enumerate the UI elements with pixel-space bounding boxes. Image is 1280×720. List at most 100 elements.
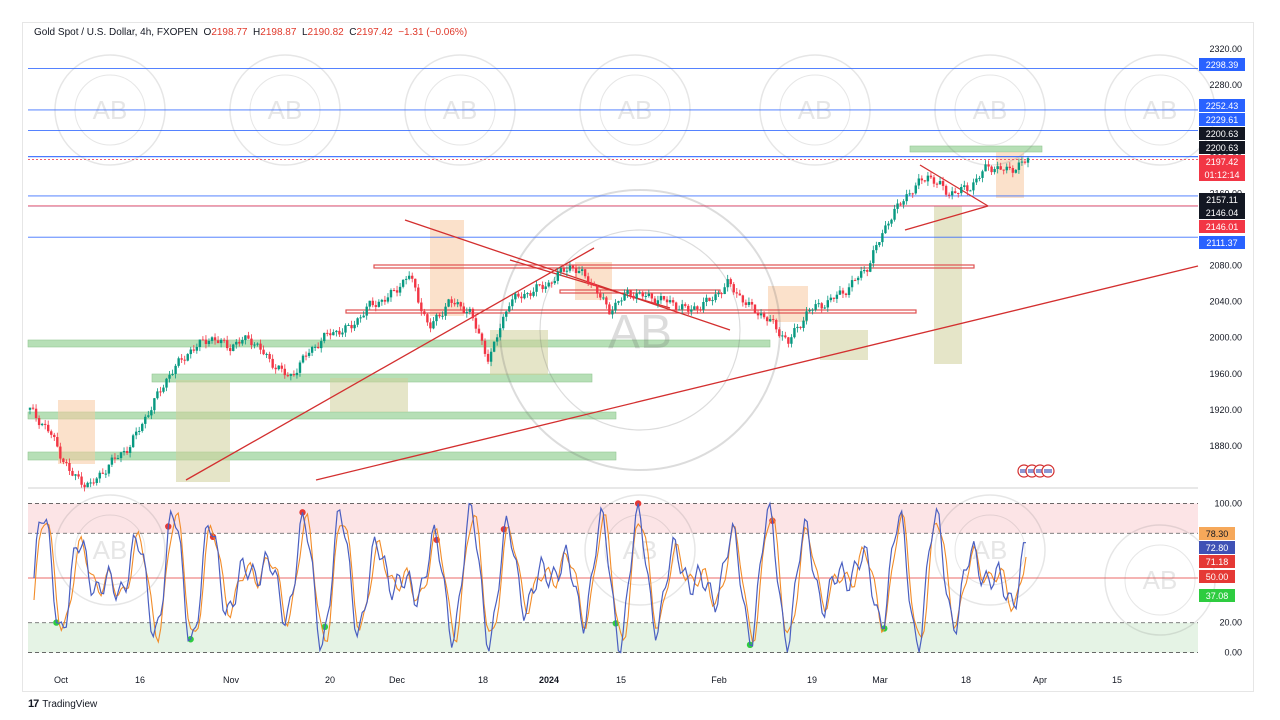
time-tick-label: Dec — [389, 675, 406, 685]
price-label-box — [1199, 58, 1245, 71]
candle-body — [935, 183, 939, 185]
candle-body — [274, 367, 277, 370]
osc-label-box — [1199, 555, 1235, 568]
candle-body — [850, 280, 854, 288]
price-label-box — [1199, 193, 1245, 206]
candle-body — [778, 329, 781, 337]
countdown-label: 01:12:14 — [1204, 170, 1239, 180]
price-tick-label: 2080.00 — [1209, 261, 1242, 271]
candle-body — [238, 341, 241, 344]
candle-body — [56, 437, 59, 447]
candle-body — [441, 315, 444, 317]
candle-body — [186, 354, 189, 361]
symbol-title[interactable]: Gold Spot / U.S. Dollar, 4h, FXOPEN — [34, 27, 198, 38]
candle-body — [893, 208, 896, 220]
price-label: 2298.39 — [1206, 60, 1239, 70]
candle-body — [844, 293, 848, 295]
candle-body — [547, 282, 550, 287]
candle-body — [717, 293, 720, 295]
candle-body — [920, 178, 924, 181]
candle-body — [350, 324, 353, 329]
candle-body — [972, 182, 975, 191]
candle-body — [222, 339, 226, 341]
candle-body — [975, 178, 978, 183]
time-tick-label: Feb — [711, 675, 727, 685]
candle-body — [444, 306, 447, 316]
candle-body — [702, 302, 705, 310]
candle-body — [908, 193, 911, 195]
candles-layer — [28, 156, 1030, 492]
candle-body — [750, 302, 754, 305]
candle-body — [398, 286, 402, 293]
candle-body — [216, 340, 220, 344]
watermark-initials: AB — [93, 535, 128, 565]
time-tick-label: 20 — [325, 675, 335, 685]
candle-body — [726, 279, 729, 288]
candle-body — [107, 464, 111, 474]
candle-body — [320, 341, 323, 349]
candle-body — [365, 306, 368, 316]
candle-body — [738, 293, 742, 296]
candle-body — [280, 365, 283, 369]
candle-body — [544, 286, 547, 290]
candle-body — [605, 297, 608, 305]
price-label: 2146.01 — [1206, 222, 1239, 232]
price-label-box — [1199, 236, 1245, 249]
candle-body — [407, 275, 411, 279]
candle-body — [884, 225, 887, 234]
candle-body — [699, 309, 702, 311]
price-tick-label: 2320.00 — [1209, 44, 1242, 54]
candle-body — [362, 315, 365, 318]
candle-body — [947, 194, 951, 196]
watermark-badge: AB — [584, 494, 696, 606]
candle-body — [659, 296, 663, 301]
candle-body — [899, 203, 902, 205]
candle-body — [338, 330, 341, 335]
time-tick-label: Apr — [1033, 675, 1047, 685]
candle-body — [159, 391, 162, 393]
candle-body — [926, 175, 930, 182]
footer-brand[interactable]: 17 TradingView — [28, 698, 97, 710]
us-flag-stripe-icon — [1044, 469, 1052, 473]
stoch-d-line — [33, 511, 1027, 644]
candle-body — [529, 293, 532, 296]
osc-tick-label: 0.00 — [1224, 648, 1242, 658]
candle-body — [456, 302, 459, 305]
candle-body — [1008, 166, 1011, 169]
candle-body — [711, 300, 714, 302]
candle-body — [596, 285, 599, 294]
low-value: 2190.82 — [307, 27, 344, 38]
candle-body — [674, 302, 678, 310]
zone-box — [768, 286, 808, 322]
osc-label-box — [1199, 527, 1235, 540]
candle-body — [459, 302, 462, 307]
candle-body — [583, 269, 587, 277]
candle-body — [647, 293, 651, 296]
candle-body — [40, 423, 44, 426]
candle-body — [122, 451, 126, 453]
candle-body — [872, 250, 875, 264]
watermark-ring — [54, 494, 166, 606]
candle-body — [653, 298, 657, 304]
candle-body — [271, 358, 274, 368]
candle-body — [559, 268, 563, 273]
candle-body — [411, 275, 414, 279]
candle-body — [131, 435, 135, 448]
time-tick-label: 2024 — [539, 675, 559, 685]
candle-body — [1002, 169, 1005, 171]
candle-body — [553, 280, 556, 284]
candle-body — [438, 314, 441, 317]
candle-body — [80, 476, 83, 485]
candle-body — [963, 185, 966, 187]
candle-body — [213, 337, 217, 341]
candle-body — [960, 186, 963, 194]
candle-body — [386, 297, 390, 302]
candle-body — [771, 319, 775, 321]
tradingview-logo-icon: 17 — [28, 698, 39, 710]
candle-body — [896, 203, 899, 209]
candle-body — [814, 304, 817, 310]
candle-body — [981, 171, 984, 178]
candle-body — [944, 185, 948, 195]
candle-body — [787, 337, 790, 344]
